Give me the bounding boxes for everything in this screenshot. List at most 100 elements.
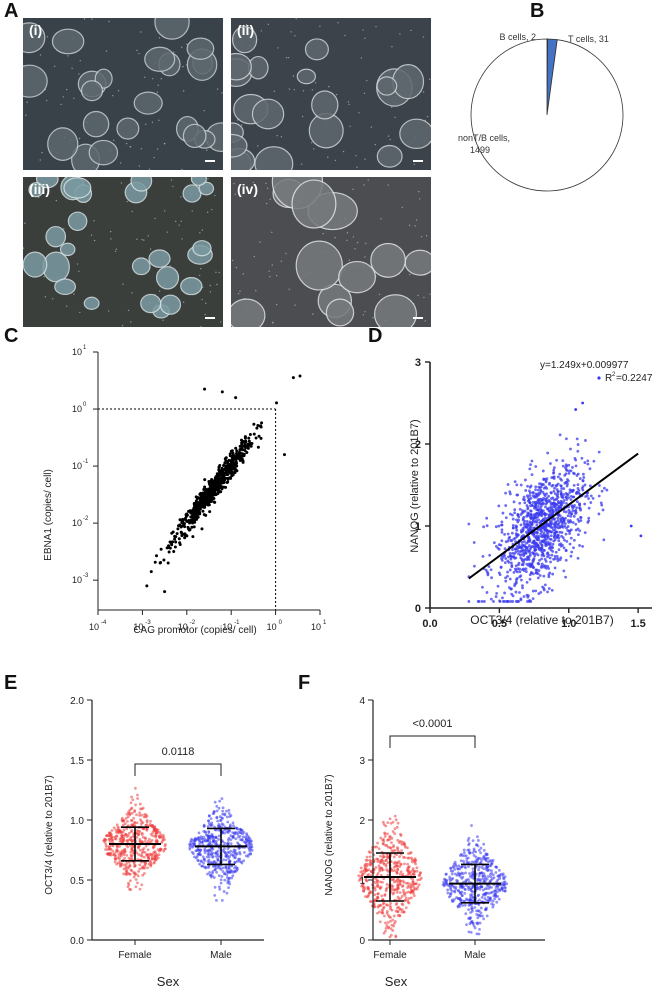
d-data-point [556,516,560,520]
d-data-point [553,557,557,561]
c-data-point [191,535,195,539]
c-data-point [192,525,196,529]
dot-point [398,865,402,868]
dot-point [207,851,211,854]
dot-point [144,813,148,817]
dot-point [130,811,134,815]
d-data-point [554,550,558,554]
dot-point [474,860,478,864]
dot-point [149,852,152,856]
y-tick-label: 0.0 [70,936,84,947]
d-data-point [576,449,580,453]
d-data-point [516,513,520,517]
dot-point [120,816,124,820]
d-data-point [574,458,578,462]
c-data-point [218,463,222,467]
d-data-point [520,540,524,544]
cell-speck [363,92,366,95]
d-y-tick-label: 0 [415,603,421,615]
dot-point [138,848,142,852]
dot-point [227,871,231,874]
dot-point [188,847,192,851]
d-data-point [544,505,547,509]
dot-point [467,903,471,907]
cell-speck [78,73,80,75]
cell-speck [180,220,183,222]
cell-speck [266,187,269,189]
d-data-point [592,459,596,463]
dot-point [391,845,395,849]
d-x-tick-label: 1.5 [630,618,645,630]
cell-speck [364,311,366,313]
c-data-point [178,541,182,545]
d-data-point [560,523,564,527]
d-data-point [546,590,549,594]
d-data-point [512,571,516,574]
d-data-point [526,600,529,603]
dot-point [133,821,137,825]
dot-point [202,861,205,865]
dot-point [223,878,227,882]
dot-point [210,853,213,857]
c-y-tick-exp: -2 [83,516,89,522]
d-data-point [555,554,559,558]
cell-speck [365,242,367,245]
c-data-point [212,490,216,494]
dot-point [143,851,147,854]
d-data-point [570,512,574,516]
dot-point [249,845,253,849]
dot-point [482,854,486,858]
dot-point [409,873,413,877]
scatter-chart-c: 10 -4 10 -3 10 -2 10 -1 10 0 10 110 -310 -210 -110 010 1… [43,345,327,636]
d-data-point [571,495,575,499]
dot-point [484,859,488,863]
dot-point [128,811,132,815]
dot-point [136,797,140,800]
c-x-tick-exp: -4 [101,620,107,626]
cell-speck [138,52,140,55]
cell-speck [302,90,305,92]
c-x-tick-exp: -2 [190,620,196,626]
colony [82,110,110,138]
dot-point [216,857,220,861]
d-data-point [544,533,548,537]
d-data-point [529,509,533,513]
cell-speck [46,99,48,102]
d-data-point [535,508,539,512]
dot-point [469,921,473,924]
dot-point [407,896,411,900]
d-data-point [530,473,534,477]
y-tick-label: 2.0 [70,696,84,707]
dot-point [476,922,479,926]
d-data-point [537,513,540,517]
dot-point [410,858,414,862]
dot-point [501,883,505,887]
dot-point [381,880,384,884]
d-data-point [467,522,471,526]
c-y-tick-exp: -3 [83,573,89,579]
d-data-point [511,548,514,552]
d-data-point [523,549,527,552]
cell-speck [334,159,337,162]
dot-point [226,820,230,824]
d-data-point [574,528,578,532]
d-data-point [521,586,524,590]
dot-point [464,871,467,875]
d-data-point [589,494,593,498]
c-data-point [216,488,220,492]
c-data-point [195,507,199,511]
c-y-tick-exp: 0 [83,402,87,408]
d-data-point [535,494,539,498]
cell-speck [425,235,428,237]
c-x-tick-label: 10 [222,622,232,632]
dot-point [219,867,223,871]
dot-point [478,865,481,869]
d-data-point [500,530,504,534]
dot-point [379,904,383,907]
dot-point [460,854,464,857]
dot-point [447,895,451,899]
dot-point [376,860,380,863]
cell-speck [163,210,166,212]
d-data-point [537,569,541,572]
dot-point [393,920,397,923]
